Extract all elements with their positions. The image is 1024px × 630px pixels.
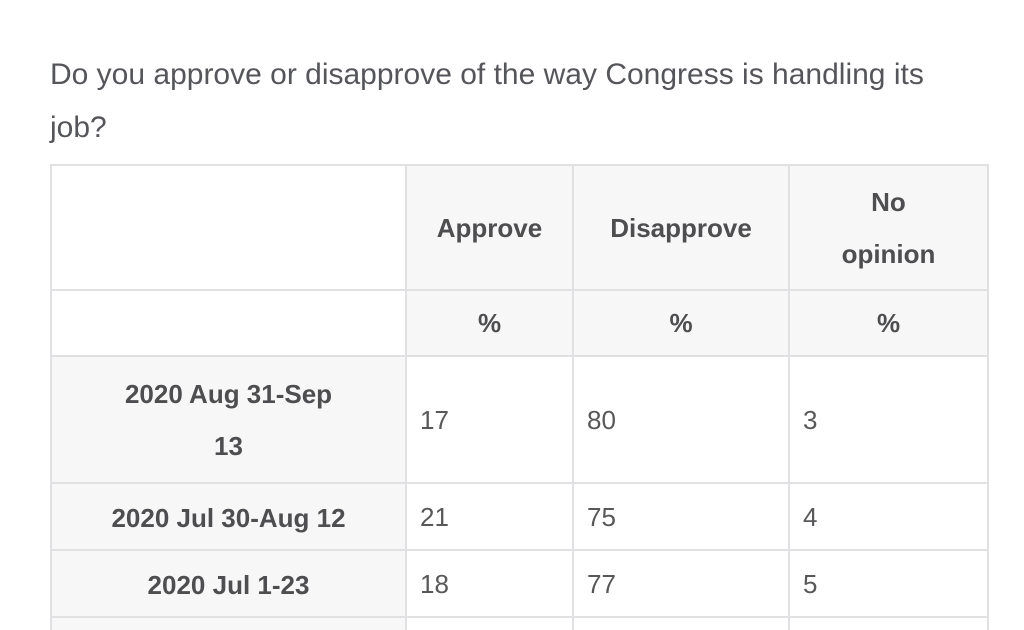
poll-question-title: Do you approve or disapprove of the way …: [50, 58, 924, 144]
no-opinion-value: 3: [788, 355, 989, 484]
column-header-approve: Approve: [405, 164, 574, 291]
column-header-disapprove: Disapprove: [572, 164, 790, 291]
header-corner-cell: [50, 164, 407, 291]
table-header-row: Approve Disapprove No opinion: [50, 164, 989, 291]
column-header-no-opinion-label: No opinion: [841, 186, 936, 269]
approve-value: 17: [405, 355, 574, 484]
no-opinion-value: 4: [788, 482, 989, 551]
column-header-no-opinion: No opinion: [788, 164, 989, 291]
row-label-cell: [50, 616, 407, 630]
row-label-cell: 2020 Jul 30-Aug 12: [50, 482, 407, 551]
approve-value: 21: [405, 482, 574, 551]
approve-value: [405, 616, 574, 630]
table-row: 2020 Jul 1-23 18 77 5: [50, 549, 989, 618]
poll-results-table: Approve Disapprove No opinion % % % 2020…: [50, 164, 989, 630]
no-opinion-value: 5: [788, 549, 989, 618]
row-label-cell: 2020 Jul 1-23: [50, 549, 407, 618]
row-label: 2020 Jul 1-23: [147, 569, 310, 600]
no-opinion-value: [788, 616, 989, 630]
disapprove-value: 80: [572, 355, 790, 484]
disapprove-value: 77: [572, 549, 790, 618]
table-row-partial: [50, 616, 989, 630]
row-label: 2020 Aug 31-Sep 13: [124, 378, 333, 461]
row-label-cell: 2020 Aug 31-Sep 13: [50, 355, 407, 484]
disapprove-value: [572, 616, 790, 630]
row-label: 2020 Jul 30-Aug 12: [111, 502, 346, 533]
disapprove-value: 75: [572, 482, 790, 551]
approve-value: 18: [405, 549, 574, 618]
table-unit-row: % % %: [50, 289, 989, 357]
unit-cell-approve: %: [405, 289, 574, 357]
table-row: 2020 Jul 30-Aug 12 21 75 4: [50, 482, 989, 551]
unit-cell-no-opinion: %: [788, 289, 989, 357]
table-row: 2020 Aug 31-Sep 13 17 80 3: [50, 355, 989, 484]
unit-cell-disapprove: %: [572, 289, 790, 357]
unit-corner-cell: [50, 289, 407, 357]
